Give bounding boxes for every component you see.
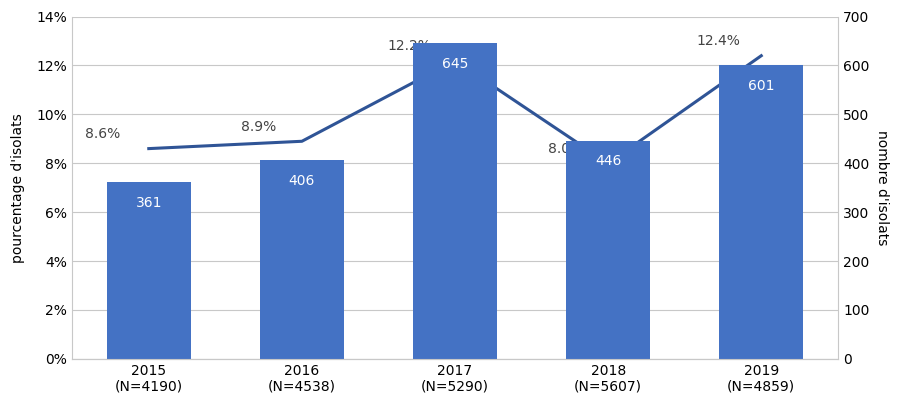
- Text: 12.2%: 12.2%: [387, 39, 431, 53]
- Bar: [566, 141, 651, 359]
- Text: 8.9%: 8.9%: [241, 120, 276, 134]
- Text: 446: 446: [595, 154, 621, 168]
- Bar: [719, 65, 804, 359]
- Text: 406: 406: [289, 174, 315, 188]
- Y-axis label: nombre d'isolats: nombre d'isolats: [875, 130, 889, 245]
- Text: 361: 361: [136, 196, 162, 210]
- Bar: [260, 160, 344, 359]
- Text: 645: 645: [442, 57, 468, 71]
- Bar: [107, 182, 191, 359]
- Bar: [413, 43, 497, 359]
- Text: 12.4%: 12.4%: [697, 34, 741, 48]
- Text: 601: 601: [748, 79, 775, 93]
- Text: 8.6%: 8.6%: [86, 127, 121, 141]
- Y-axis label: pourcentage d'isolats: pourcentage d'isolats: [11, 113, 25, 262]
- Text: 8.0%: 8.0%: [548, 142, 583, 156]
